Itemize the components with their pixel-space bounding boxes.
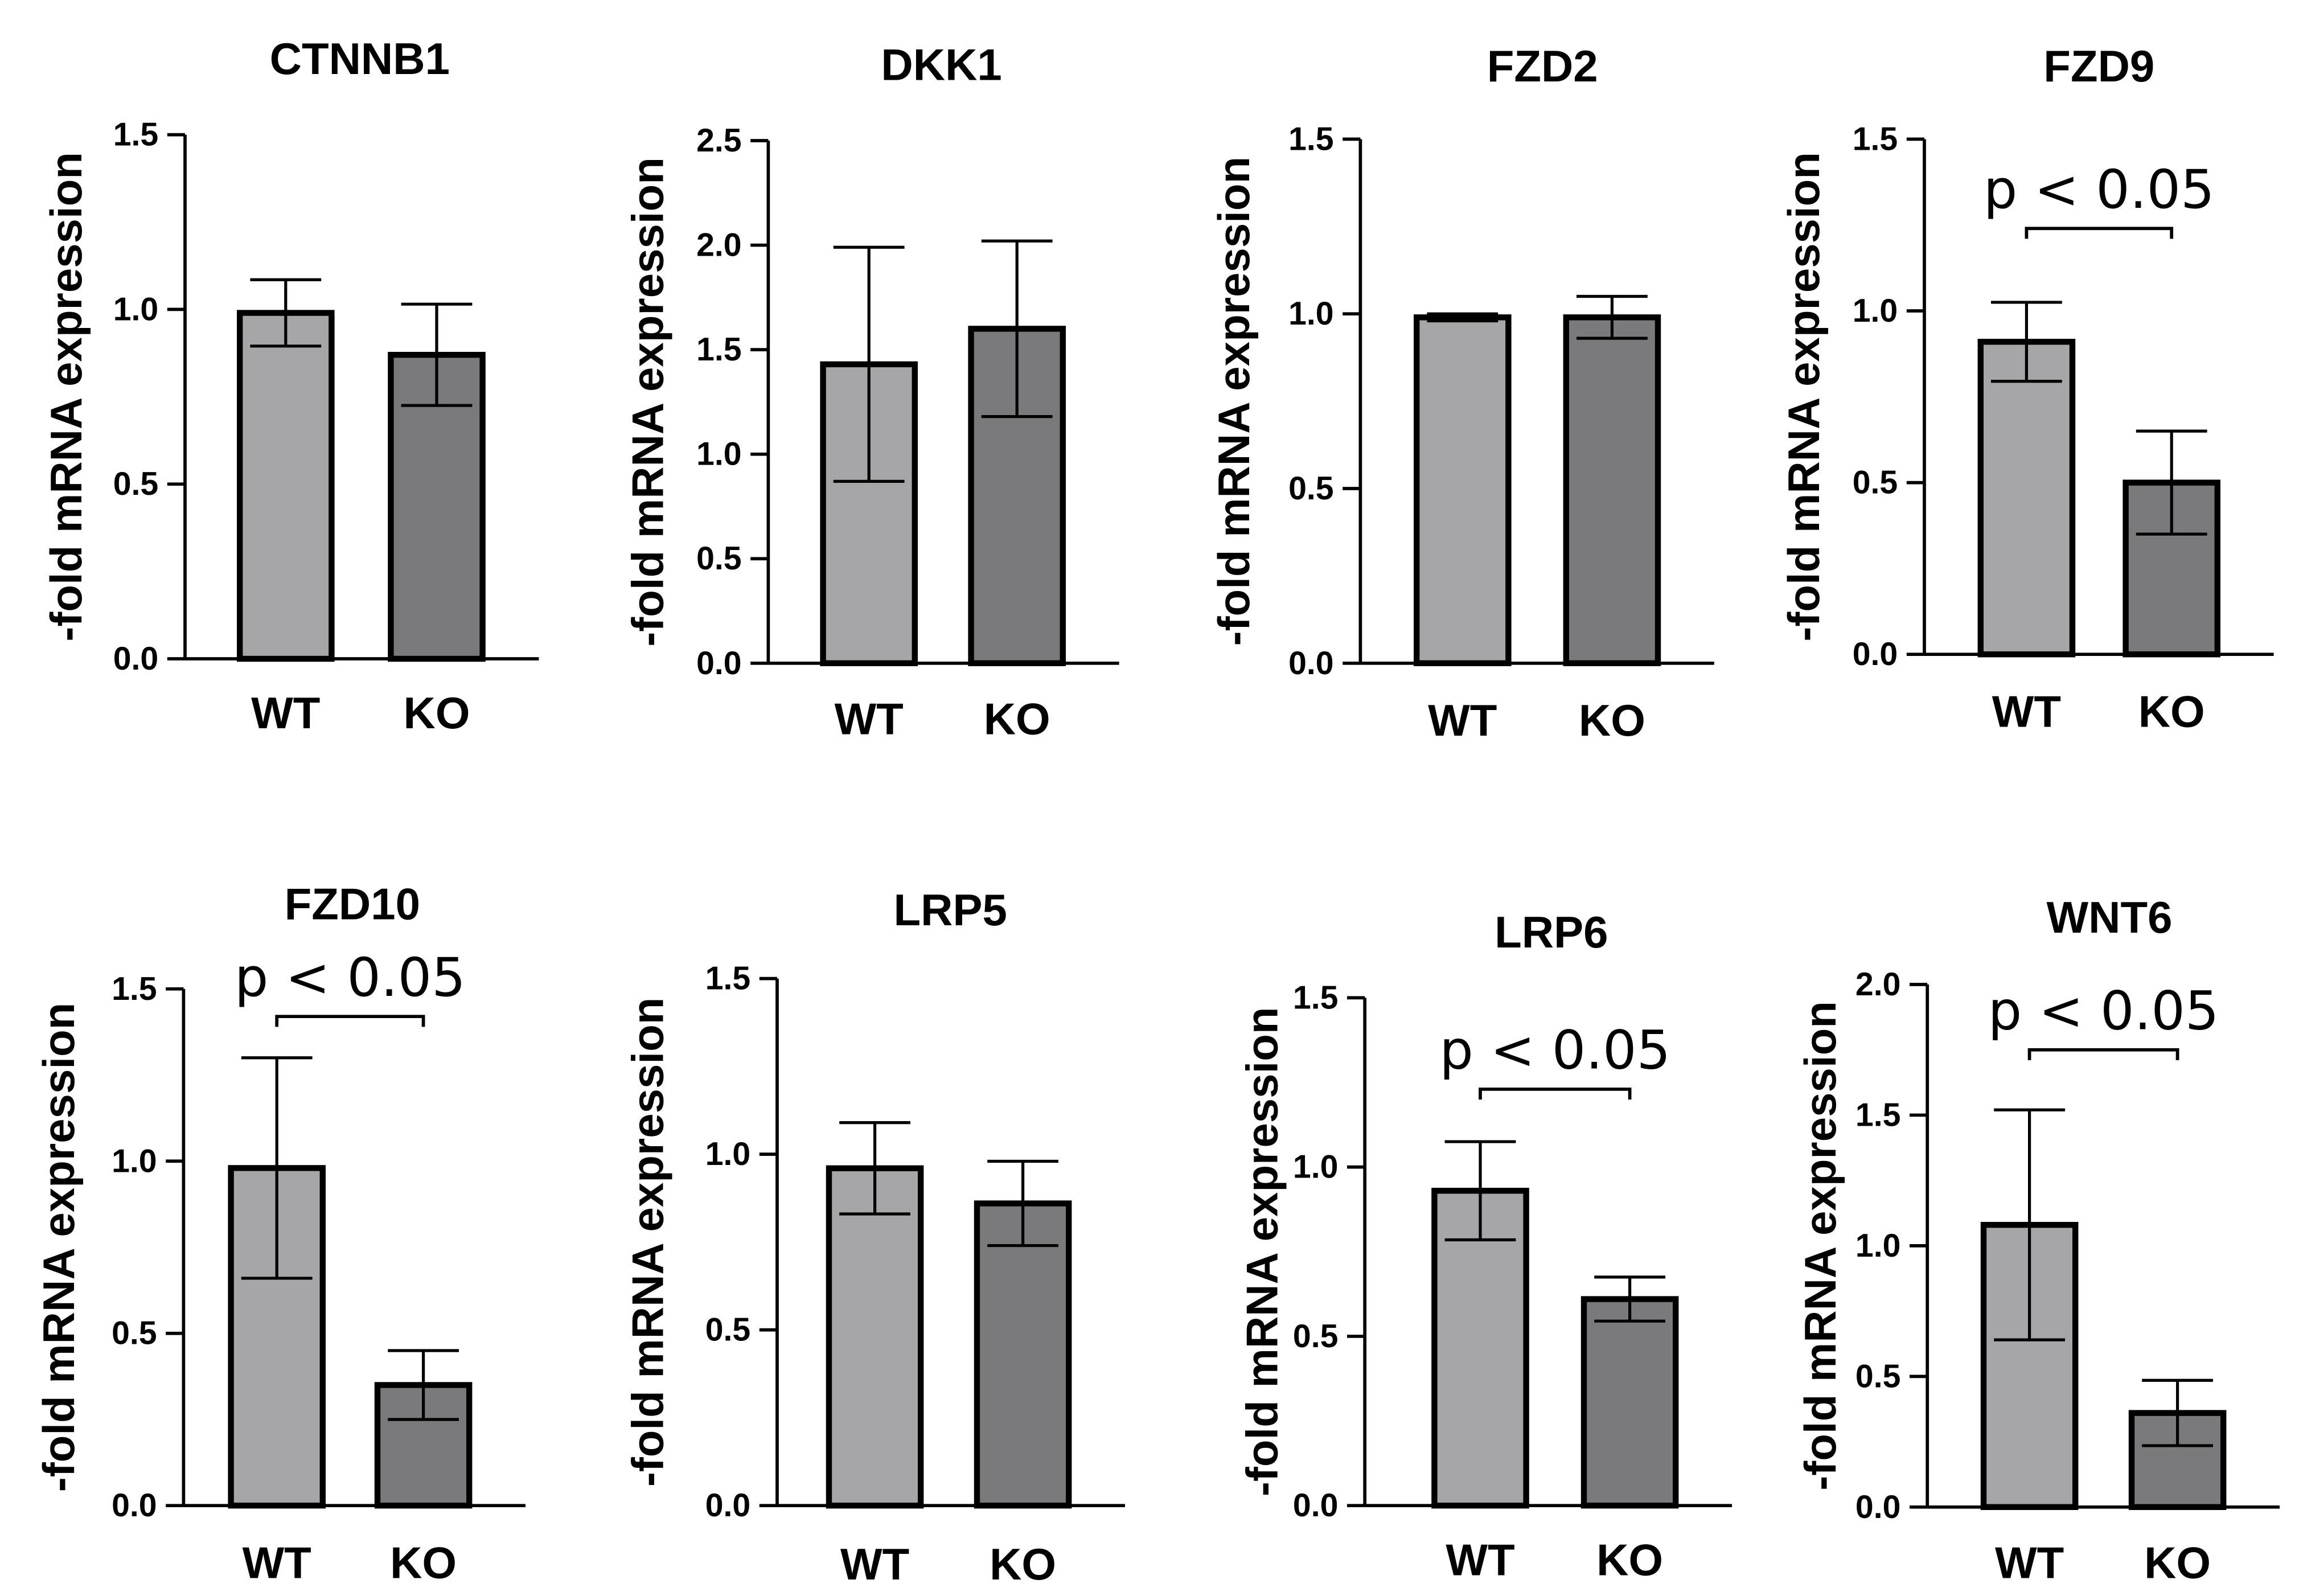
chart-title: LRP5 (894, 885, 1007, 935)
y-tick-label: 1.5 (1293, 979, 1339, 1016)
category-label-ko: KO (390, 1538, 457, 1588)
y-tick-label: 1.0 (1853, 293, 1898, 329)
y-tick-label: 2.5 (696, 122, 742, 159)
y-tick-label: 0.5 (1288, 470, 1334, 507)
category-label-wt: WT (835, 694, 904, 744)
chart-title: FZD10 (285, 879, 420, 929)
y-tick-label: 0.0 (113, 641, 159, 677)
category-label-ko: KO (1596, 1535, 1663, 1585)
y-tick-label: 0.5 (705, 1312, 751, 1348)
y-tick-label: 0.0 (1855, 1489, 1901, 1525)
significance-bracket (2027, 1048, 2179, 1060)
y-tick-label: 2.0 (1855, 966, 1901, 1003)
bar-wt (1977, 339, 2076, 658)
y-tick-label: 0.5 (112, 1315, 157, 1352)
bar-ko (1580, 1296, 1679, 1509)
chart-title: LRP6 (1495, 907, 1608, 957)
y-tick-label: 0.0 (112, 1487, 157, 1524)
y-axis-label: -fold mRNA expression (34, 1003, 84, 1492)
y-axis-label: -fold mRNA expression (41, 152, 91, 642)
y-tick-label: 1.0 (696, 436, 742, 473)
y-tick-label: 0.5 (113, 466, 159, 502)
category-label-wt: WT (840, 1539, 909, 1589)
y-tick-label: 1.0 (1288, 296, 1334, 332)
y-tick-label: 1.5 (705, 961, 751, 997)
category-label-ko: KO (984, 694, 1050, 744)
category-label-wt: WT (243, 1538, 311, 1588)
significance-label: p < 0.05 (1439, 1020, 1670, 1082)
y-tick-label: 1.5 (696, 331, 742, 368)
chart-title: FZD2 (1487, 41, 1598, 91)
category-label-ko: KO (2138, 687, 2205, 737)
chart-title: DKK1 (881, 39, 1001, 89)
significance-label: p < 0.05 (1988, 980, 2219, 1042)
y-axis-label: -fold mRNA expression (1237, 1007, 1287, 1497)
significance-label: p < 0.05 (1984, 159, 2215, 221)
significance-bracket (2025, 227, 2174, 239)
category-label-ko: KO (2144, 1538, 2211, 1588)
y-tick-label: 1.5 (1853, 121, 1898, 157)
y-tick-label: 0.0 (1288, 645, 1334, 682)
y-axis-label: -fold mRNA expression (1795, 1001, 1845, 1491)
y-tick-label: 1.0 (705, 1136, 751, 1172)
y-axis-label: -fold mRNA expression (623, 157, 673, 647)
y-tick-label: 1.5 (113, 117, 159, 153)
category-label-ko: KO (1579, 695, 1645, 745)
y-tick-label: 0.5 (696, 540, 742, 577)
chart-title: CTNNB1 (270, 34, 450, 84)
y-axis-label: -fold mRNA expression (1209, 157, 1259, 646)
y-tick-label: 2.0 (696, 227, 742, 264)
significance-label: p < 0.05 (235, 947, 466, 1009)
significance-bracket (1479, 1088, 1632, 1100)
y-tick-label: 1.0 (1293, 1149, 1339, 1185)
category-label-wt: WT (1446, 1535, 1514, 1585)
chart-title: FZD9 (2043, 41, 2154, 91)
y-tick-label: 0.0 (696, 645, 742, 682)
y-tick-label: 1.5 (112, 971, 157, 1007)
bar-wt (237, 310, 335, 662)
y-axis-label: -fold mRNA expression (1779, 152, 1829, 642)
y-tick-label: 1.5 (1288, 121, 1334, 157)
chart-title: WNT6 (2047, 892, 2173, 942)
y-tick-label: 0.5 (1855, 1358, 1901, 1394)
y-tick-label: 0.0 (705, 1487, 751, 1524)
bar-ko (974, 1200, 1072, 1509)
category-label-wt: WT (251, 688, 320, 738)
significance-bracket (275, 1015, 425, 1027)
category-label-wt: WT (1995, 1538, 2064, 1588)
y-tick-label: 0.0 (1293, 1487, 1339, 1524)
bar-ko (1563, 314, 1661, 666)
bar-wt (826, 1165, 924, 1509)
category-label-ko: KO (990, 1539, 1056, 1589)
y-tick-label: 1.0 (1855, 1228, 1901, 1264)
y-tick-label: 0.5 (1293, 1318, 1339, 1355)
y-tick-label: 0.5 (1853, 465, 1898, 501)
category-label-ko: KO (404, 688, 470, 738)
y-axis-label: -fold mRNA expression (623, 998, 673, 1487)
y-tick-label: 1.0 (112, 1143, 157, 1179)
y-tick-label: 0.0 (1853, 636, 1898, 672)
category-label-wt: WT (1428, 695, 1497, 745)
y-tick-label: 1.0 (113, 291, 159, 327)
category-label-wt: WT (1992, 687, 2061, 737)
bar-wt (1413, 314, 1512, 666)
y-tick-label: 1.5 (1855, 1097, 1901, 1133)
